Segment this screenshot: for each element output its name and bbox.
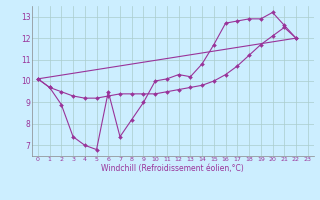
X-axis label: Windchill (Refroidissement éolien,°C): Windchill (Refroidissement éolien,°C) bbox=[101, 164, 244, 173]
